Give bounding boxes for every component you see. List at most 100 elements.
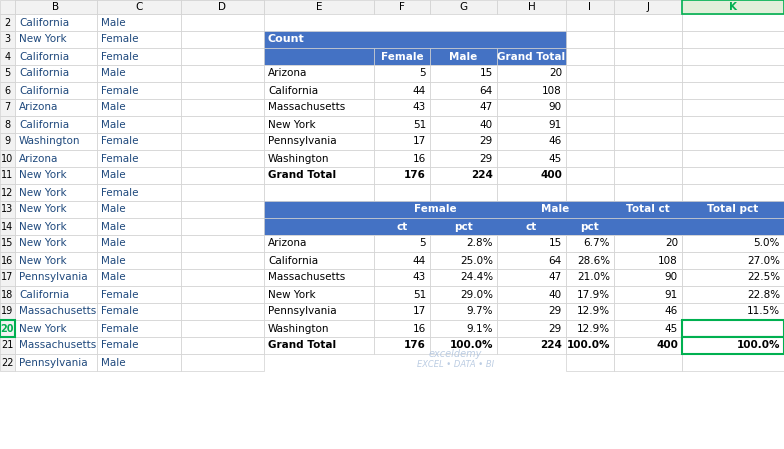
Text: 100.0%: 100.0% [736, 340, 780, 351]
Bar [181, 252, 264, 269]
Bar [264, 167, 374, 184]
Text: Female: Female [101, 52, 139, 62]
Text: 91: 91 [665, 290, 678, 299]
Bar [374, 337, 430, 354]
Bar [264, 184, 374, 201]
Bar [181, 116, 264, 133]
Text: 29: 29 [549, 323, 562, 334]
Bar [430, 320, 497, 337]
Text: New York: New York [19, 221, 67, 232]
Bar [0, 303, 15, 320]
Bar [0, 150, 15, 167]
Bar [682, 252, 784, 269]
Text: 16: 16 [412, 323, 426, 334]
Text: Pennsylvania: Pennsylvania [19, 357, 88, 367]
Bar [15, 235, 97, 252]
Bar [0, 184, 15, 201]
Bar [682, 31, 784, 48]
Text: 10: 10 [2, 154, 13, 163]
Text: Washington: Washington [268, 154, 329, 163]
Bar [682, 150, 784, 167]
Bar [374, 235, 430, 252]
Text: Male: Male [101, 171, 125, 180]
Bar [430, 65, 497, 82]
Bar [566, 269, 614, 286]
Bar [430, 235, 497, 252]
Text: 108: 108 [543, 85, 562, 96]
Bar [374, 99, 430, 116]
Text: 9.1%: 9.1% [466, 323, 493, 334]
Bar [0, 286, 15, 303]
Text: 9: 9 [5, 136, 10, 146]
Bar [566, 184, 614, 201]
Text: 8: 8 [5, 119, 10, 129]
Text: 5: 5 [5, 69, 11, 79]
Bar [264, 320, 374, 337]
Bar [97, 303, 181, 320]
Text: 46: 46 [665, 307, 678, 317]
Bar [566, 99, 614, 116]
Text: 2: 2 [5, 18, 11, 27]
Text: 15: 15 [480, 69, 493, 79]
Text: C: C [136, 2, 143, 12]
Text: Female: Female [381, 52, 423, 62]
Text: 91: 91 [549, 119, 562, 129]
Bar [682, 184, 784, 201]
Bar [374, 82, 430, 99]
Bar [614, 235, 682, 252]
Bar [682, 320, 784, 337]
Bar [15, 201, 97, 218]
Bar [181, 99, 264, 116]
Text: Male: Male [101, 238, 125, 248]
Text: Arizona: Arizona [19, 154, 58, 163]
Bar [614, 82, 682, 99]
Bar [264, 48, 374, 65]
Text: 16: 16 [412, 154, 426, 163]
Bar [430, 99, 497, 116]
Bar [682, 201, 784, 218]
Text: Male: Male [101, 221, 125, 232]
Bar [0, 0, 15, 14]
Bar [566, 303, 614, 320]
Text: Female: Female [101, 136, 139, 146]
Bar [614, 184, 682, 201]
Bar [264, 82, 374, 99]
Bar [181, 0, 264, 14]
Bar [614, 337, 682, 354]
Text: 18: 18 [2, 290, 13, 299]
Bar [497, 150, 566, 167]
Bar [97, 31, 181, 48]
Bar [682, 218, 784, 235]
Bar [614, 133, 682, 150]
Text: exceldemy: exceldemy [429, 349, 482, 359]
Text: 27.0%: 27.0% [747, 255, 780, 265]
Text: 43: 43 [412, 102, 426, 113]
Bar [682, 303, 784, 320]
Bar [614, 337, 682, 354]
Bar [566, 14, 614, 31]
Bar [682, 337, 784, 354]
Bar [97, 133, 181, 150]
Bar [497, 286, 566, 303]
Bar [614, 201, 682, 218]
Text: Grand Total: Grand Total [268, 340, 336, 351]
Bar [97, 269, 181, 286]
Bar [497, 184, 566, 201]
Text: Massachusetts: Massachusetts [19, 340, 96, 351]
Bar [566, 133, 614, 150]
Bar [374, 0, 430, 14]
Bar [15, 99, 97, 116]
Bar [0, 99, 15, 116]
Bar [682, 48, 784, 65]
Bar [614, 99, 682, 116]
Bar [430, 0, 497, 14]
Text: 47: 47 [549, 273, 562, 282]
Bar [566, 31, 614, 48]
Text: 21.0%: 21.0% [577, 273, 610, 282]
Text: 11: 11 [2, 171, 13, 180]
Text: 14: 14 [2, 221, 13, 232]
Bar [374, 65, 430, 82]
Bar [566, 48, 614, 65]
Text: 3: 3 [5, 35, 10, 44]
Text: 47: 47 [480, 102, 493, 113]
